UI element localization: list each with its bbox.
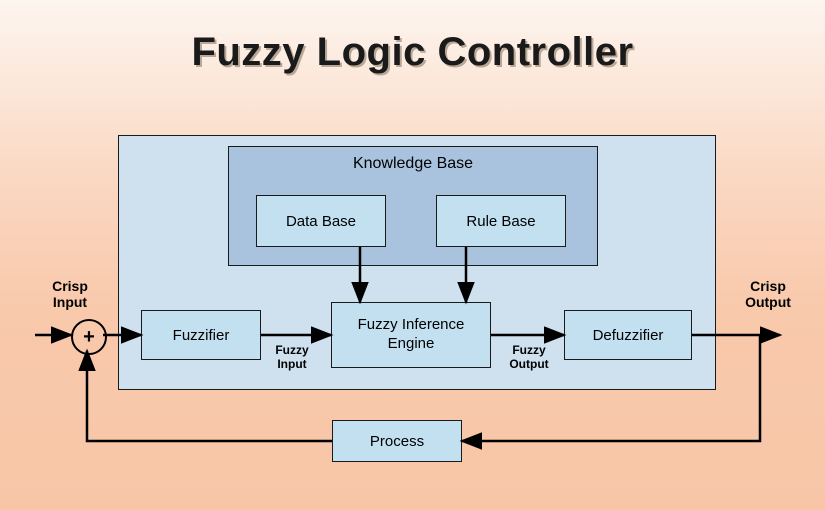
data-base-label: Data Base	[286, 213, 356, 230]
summing-junction: +	[71, 319, 107, 355]
plus-icon: +	[83, 326, 95, 349]
defuzzifier-label: Defuzzifier	[593, 327, 664, 344]
rule-base-label: Rule Base	[466, 213, 535, 230]
fuzzy-input-label: Fuzzy Input	[262, 344, 322, 372]
fuzzy-output-label: Fuzzy Output	[496, 344, 562, 372]
inference-engine-box: Fuzzy Inference Engine	[331, 302, 491, 368]
crisp-input-label: Crisp Input	[35, 278, 105, 310]
crisp-output-label: Crisp Output	[730, 278, 806, 310]
knowledge-base-label: Knowledge Base	[229, 155, 597, 173]
page-title: Fuzzy Logic Controller	[0, 30, 825, 75]
defuzzifier-box: Defuzzifier	[564, 310, 692, 360]
process-box: Process	[332, 420, 462, 462]
fuzzifier-label: Fuzzifier	[173, 327, 230, 344]
process-label: Process	[370, 433, 424, 450]
title-text: Fuzzy Logic Controller	[191, 30, 633, 74]
fuzzifier-box: Fuzzifier	[141, 310, 261, 360]
inference-label: Fuzzy Inference Engine	[332, 316, 490, 354]
rule-base-box: Rule Base	[436, 195, 566, 247]
data-base-box: Data Base	[256, 195, 386, 247]
